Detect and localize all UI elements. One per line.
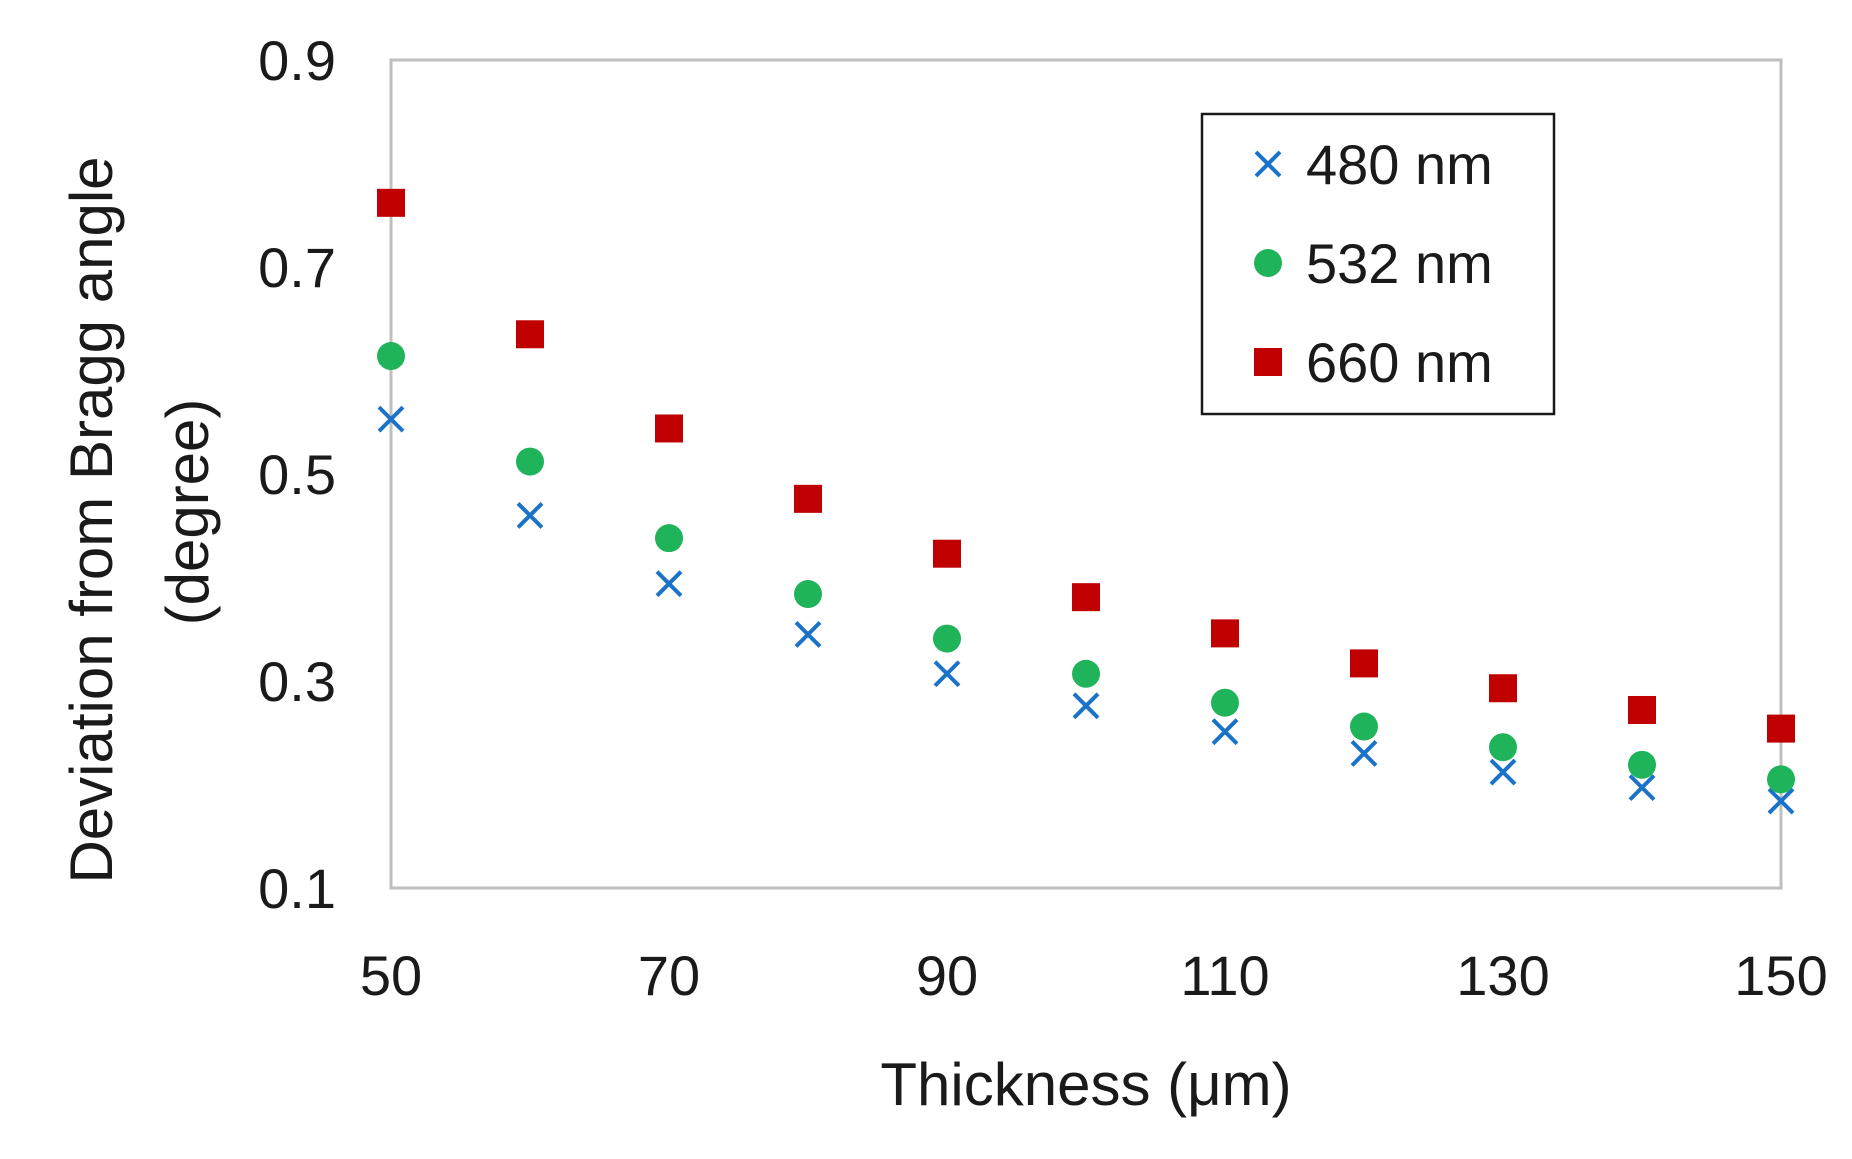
x-tick-label: 90 bbox=[916, 944, 978, 1007]
data-point bbox=[794, 484, 822, 513]
y-axis-title: Deviation from Bragg angle (degree) bbox=[58, 156, 221, 883]
y-tick-label: 0.3 bbox=[258, 650, 336, 713]
data-points bbox=[377, 188, 1795, 815]
y-tick-label: 0.7 bbox=[258, 236, 336, 299]
data-point bbox=[1211, 688, 1239, 717]
data-point bbox=[1350, 649, 1378, 678]
data-point bbox=[933, 660, 961, 688]
data-point bbox=[1489, 674, 1517, 703]
data-point bbox=[655, 414, 683, 443]
legend-marker-square bbox=[1254, 348, 1282, 376]
data-point bbox=[516, 447, 544, 476]
x-tick-label: 150 bbox=[1734, 944, 1827, 1007]
series-532-nm bbox=[377, 342, 1795, 794]
data-point bbox=[1628, 750, 1656, 779]
y-axis-title-line1: Deviation from Bragg angle bbox=[58, 156, 125, 883]
legend-label: 660 nm bbox=[1306, 331, 1493, 394]
data-point bbox=[1767, 714, 1795, 743]
data-point bbox=[1211, 718, 1239, 746]
x-tick-label: 50 bbox=[360, 944, 422, 1007]
legend-label: 532 nm bbox=[1306, 232, 1493, 295]
data-point bbox=[1628, 695, 1656, 724]
data-point bbox=[794, 580, 822, 609]
series-480-nm bbox=[377, 405, 1795, 815]
data-point bbox=[1767, 765, 1795, 794]
data-point bbox=[1072, 692, 1100, 720]
data-point bbox=[933, 539, 961, 568]
plot-area bbox=[389, 58, 1783, 890]
data-point bbox=[1072, 659, 1100, 688]
y-axis-title-line2: (degree) bbox=[154, 399, 221, 626]
y-tick-label: 0.1 bbox=[258, 857, 336, 920]
legend-marker-circle bbox=[1254, 249, 1282, 277]
legend: 480 nm 532 nm 660 nm bbox=[1200, 112, 1556, 416]
data-point bbox=[377, 342, 405, 371]
x-tick-label: 70 bbox=[638, 944, 700, 1007]
y-tick-labels: 0.1 0.3 0.5 0.7 0.9 bbox=[258, 29, 336, 920]
data-point bbox=[655, 524, 683, 553]
y-tick-label: 0.5 bbox=[258, 443, 336, 506]
data-point bbox=[1628, 774, 1656, 802]
data-point bbox=[1350, 740, 1378, 767]
x-tick-label: 110 bbox=[1180, 944, 1269, 1007]
legend-marker-x bbox=[1254, 150, 1282, 178]
data-point bbox=[794, 621, 822, 648]
data-point bbox=[1489, 758, 1517, 786]
x-axis-title: Thickness (μm) bbox=[880, 1051, 1291, 1118]
data-point bbox=[1211, 619, 1239, 648]
data-point bbox=[933, 624, 961, 653]
data-point bbox=[516, 501, 544, 529]
data-point bbox=[1767, 787, 1795, 815]
series-660-nm bbox=[377, 188, 1795, 743]
data-point bbox=[1489, 733, 1517, 762]
data-point bbox=[655, 570, 683, 598]
y-tick-label: 0.9 bbox=[258, 29, 336, 92]
data-point bbox=[377, 405, 405, 433]
x-tick-label: 130 bbox=[1456, 944, 1549, 1007]
data-point bbox=[377, 188, 405, 217]
data-point bbox=[1350, 712, 1378, 741]
data-point bbox=[1072, 583, 1100, 612]
data-point bbox=[516, 320, 544, 349]
x-tick-labels: 50 70 90 110 130 150 bbox=[360, 944, 1828, 1007]
legend-label: 480 nm bbox=[1306, 133, 1493, 196]
